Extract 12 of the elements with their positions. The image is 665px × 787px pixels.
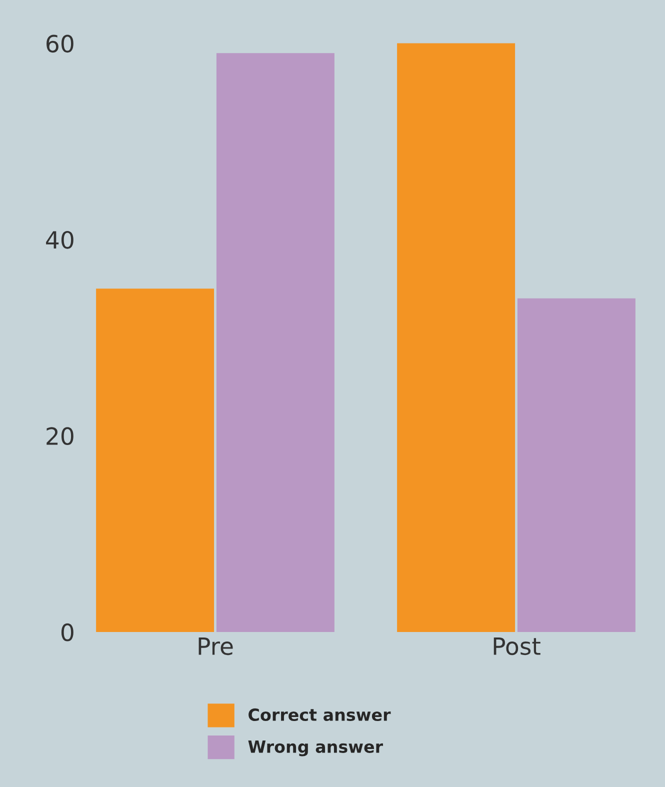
bar — [96, 288, 214, 632]
y-tick-label: 20 — [46, 427, 74, 446]
legend-label: Correct answer — [248, 708, 391, 722]
x-tick-label: Post — [494, 638, 540, 656]
y-tick-label: 0 — [61, 623, 74, 642]
x-tick-label: Pre — [198, 638, 233, 656]
bar — [397, 43, 516, 632]
bar — [216, 53, 334, 632]
legend-label: Wrong answer — [248, 740, 383, 756]
y-tick-label: 40 — [46, 230, 74, 249]
bar — [517, 298, 636, 632]
y-tick-label: 60 — [46, 34, 74, 53]
